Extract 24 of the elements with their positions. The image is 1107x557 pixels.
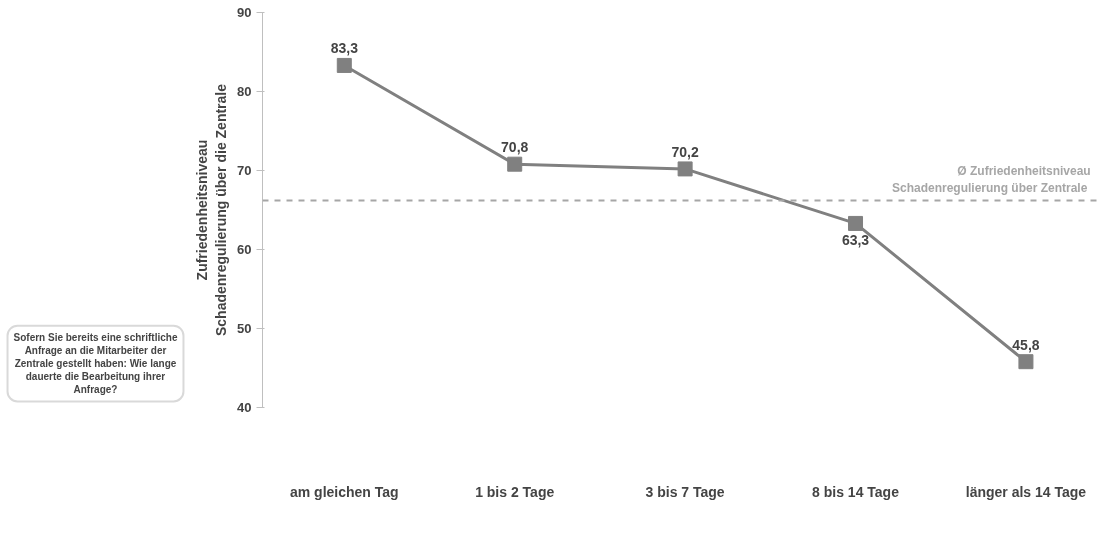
y-tick-label: 80	[237, 84, 252, 99]
text: Sofern Sie bereits eine schriftliche Anfrage an die Mitarbeiter der Zentrale gestellt haben: Wie lange dauerte die Bearbeitung ihrer Anfrage?	[13, 331, 178, 396]
x-tick-label: länger als 14 Tage	[965, 483, 1087, 500]
x-tick-label: 1 bis 2 Tage	[475, 483, 555, 500]
data-label: 63,3	[841, 232, 870, 249]
y-tick-label: 90	[237, 5, 252, 20]
y-tick-label: 60	[237, 242, 252, 257]
y-tick-label: 50	[237, 321, 252, 336]
data-label: 83,3	[330, 40, 359, 57]
point	[507, 156, 523, 172]
point	[848, 215, 864, 231]
data-label: 70,2	[671, 143, 699, 160]
point	[336, 57, 352, 73]
y-axis-title: Zufriedenheitsniveau Schadenregulierung über die Zentrale	[193, 83, 230, 337]
data-label: 45,8	[1012, 336, 1040, 353]
x-tick-label: 8 bis 14 Tage	[812, 483, 900, 500]
point	[1018, 354, 1034, 370]
x-tick-label: 3 bis 7 Tage	[645, 483, 725, 500]
y-tick-label: 70	[237, 163, 252, 178]
point	[677, 161, 693, 177]
ref-line-label: Ø Zufriedenheitsniveau Schadenregulierung über Zentrale	[891, 163, 1091, 195]
x-tick-label: am gleichen Tag	[289, 483, 399, 500]
data-label: 70,8	[501, 139, 529, 156]
y-tick-label: 40	[237, 400, 252, 415]
